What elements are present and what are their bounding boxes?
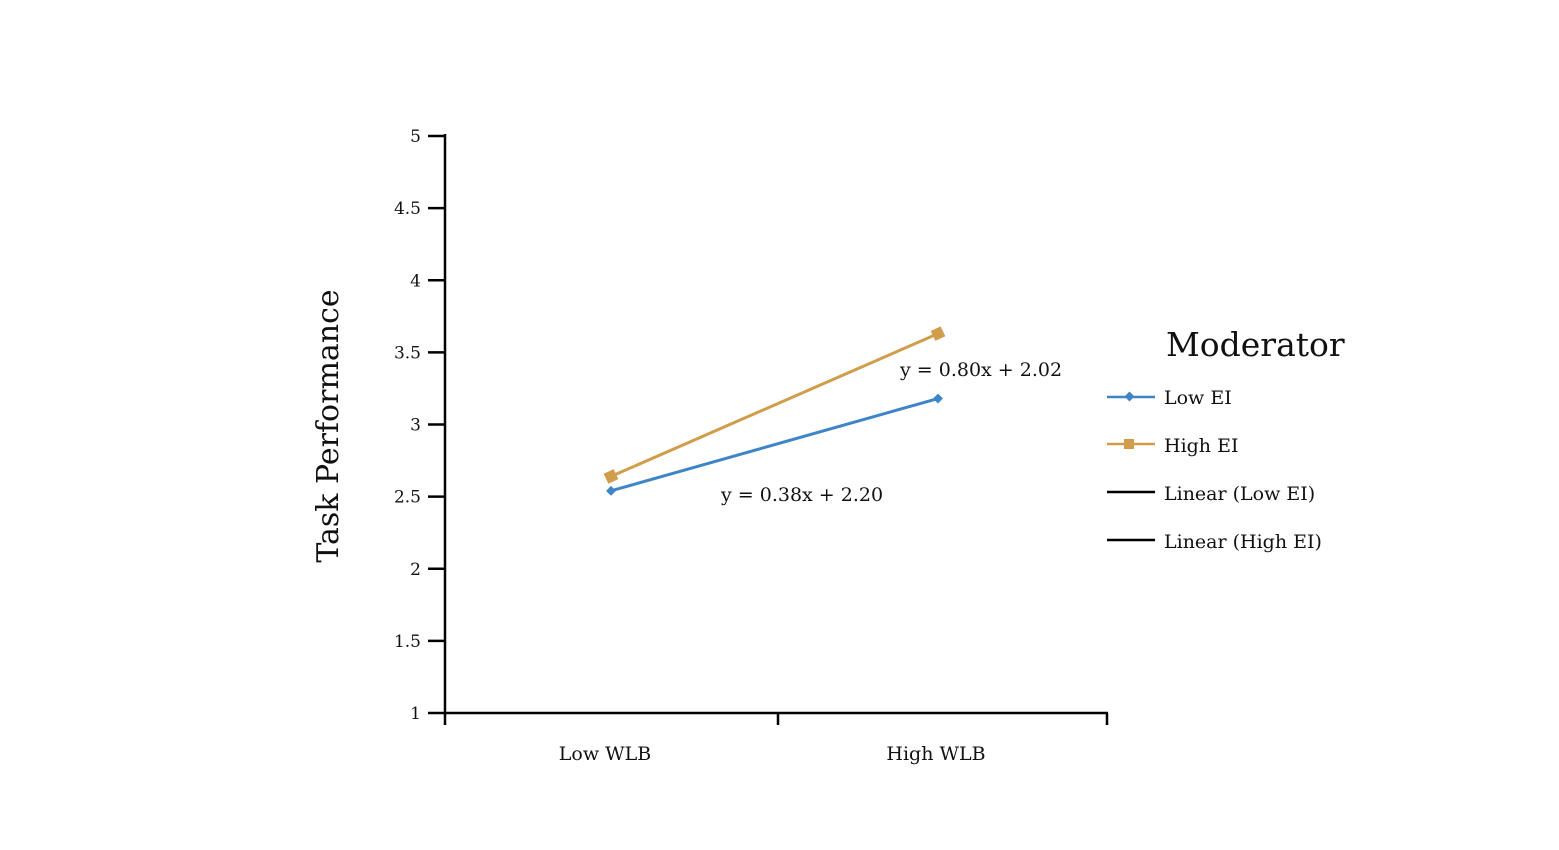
series-line-low-ei [610,397,939,493]
legend: Moderator Low EI High EI Linear (Low EI)… [1107,325,1345,553]
data-point [603,469,619,484]
y-tick-label: 1 [410,704,421,724]
x-tick-label: Low WLB [559,743,651,765]
legend-label: Linear (High EI) [1164,531,1322,553]
legend-label: High EI [1164,435,1238,457]
data-point [606,485,616,496]
y-tick-label: 4 [410,271,421,291]
legend-label: Low EI [1164,387,1232,409]
y-tick-label: 2.5 [394,488,421,508]
data-point [930,326,946,341]
legend-marker-diamond [1124,391,1135,402]
series-line-high-ei [610,332,939,478]
y-tick-label: 1.5 [394,632,421,652]
y-tick-label: 2 [410,560,421,580]
trendline-equation-high-ei: y = 0.80x + 2.02 [899,359,1062,381]
y-tick-label: 3.5 [394,343,421,363]
legend-label: Linear (Low EI) [1164,483,1315,505]
x-tick-label: High WLB [886,743,985,765]
y-tick-label: 3 [410,416,421,436]
y-tick-label: 5 [410,127,421,147]
y-axis-label: Task Performance [311,289,346,562]
legend-marker-square [1124,439,1134,449]
data-point [933,393,943,404]
legend-title: Moderator [1166,325,1345,364]
trendline-equation-low-ei: y = 0.38x + 2.20 [720,484,883,506]
y-tick-label: 4.5 [394,199,421,219]
